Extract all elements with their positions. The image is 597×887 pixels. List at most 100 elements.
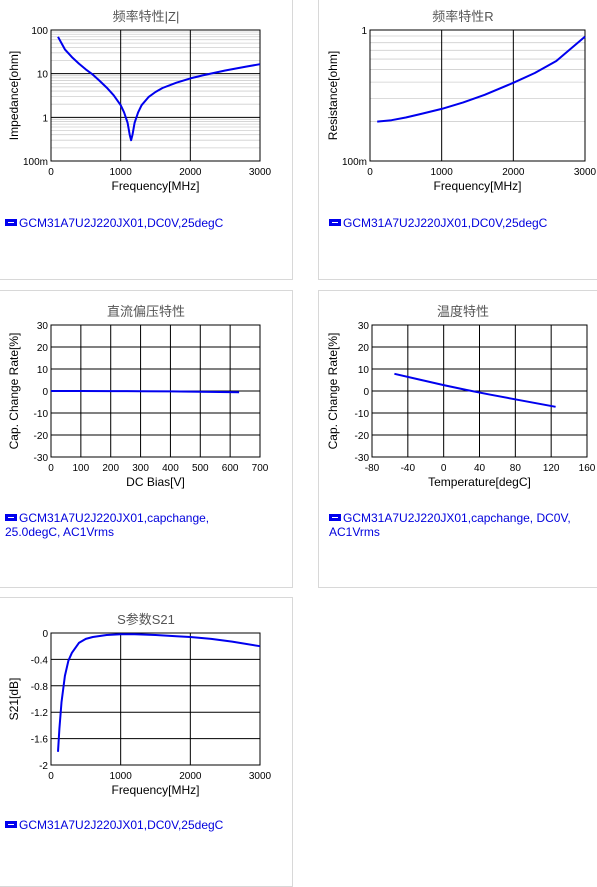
y-axis-label: S21[dB] bbox=[7, 678, 21, 721]
s21-panel: S参数S21 0 1000 2000 3000 -2 -1.6 -1.2 -0.8 -0.4 0 F… bbox=[0, 597, 293, 887]
chart-title: S参数S21 bbox=[117, 612, 175, 627]
legend-label: GCM31A7U2J220JX01,capchange, DC0V, AC1Vr… bbox=[329, 511, 571, 539]
dc-bias-panel: 直流偏压特性 0 100 200 300 400 500 600 700 -30 -20 -10 0 1… bbox=[0, 290, 293, 588]
x-tick-label: 200 bbox=[102, 463, 119, 474]
temperature-chart: -80 -40 0 40 80 120 160 -30 -20 -10 0 10 20 30 Tempera… bbox=[326, 321, 596, 489]
y-axis-label: Cap. Change Rate[%] bbox=[326, 333, 340, 450]
x-tick-label: 0 bbox=[441, 463, 447, 474]
plot-area bbox=[370, 30, 585, 161]
series-line bbox=[57, 633, 261, 752]
series-line bbox=[377, 35, 586, 123]
y-axis-label: Resistance[ohm] bbox=[326, 51, 340, 140]
legend[interactable]: GCM31A7U2J220JX01,DC0V,25degC bbox=[5, 818, 223, 832]
y-tick-label: 30 bbox=[37, 321, 49, 332]
x-axis-label: Temperature[degC] bbox=[428, 475, 531, 489]
impedance-chart: 0 1000 2000 3000 100m 1 10 100 Frequency[MHz] Imp… bbox=[7, 26, 272, 193]
chart-title: 频率特性|Z| bbox=[112, 9, 180, 24]
plot-border bbox=[50, 632, 261, 766]
legend[interactable]: GCM31A7U2J220JX01,capchange, 25.0degC, A… bbox=[5, 511, 255, 539]
x-tick-label: 300 bbox=[132, 463, 149, 474]
temperature-panel: 温度特性 -80 -40 0 40 80 120 160 -30 -20 -10 0 10 20 30 Te… bbox=[318, 290, 597, 588]
legend-swatch-icon bbox=[5, 821, 17, 829]
y-tick-label: 20 bbox=[358, 343, 370, 354]
legend-label: GCM31A7U2J220JX01,DC0V,25degC bbox=[343, 216, 548, 230]
y-tick-label: -20 bbox=[34, 431, 49, 442]
plot-border bbox=[371, 324, 588, 458]
legend[interactable]: GCM31A7U2J220JX01,capchange, DC0V, AC1Vr… bbox=[329, 511, 597, 539]
x-tick-label: 0 bbox=[48, 463, 54, 474]
chart-title: 温度特性 bbox=[436, 304, 489, 319]
x-tick-label: 1000 bbox=[431, 167, 454, 178]
legend[interactable]: GCM31A7U2J220JX01,DC0V,25degC bbox=[329, 216, 547, 230]
y-tick-label: 1 bbox=[361, 26, 367, 37]
y-tick-label: 10 bbox=[37, 365, 49, 376]
series-line bbox=[51, 390, 240, 394]
x-axis-label: DC Bias[V] bbox=[126, 475, 185, 489]
x-tick-label: 700 bbox=[252, 463, 269, 474]
plot-border bbox=[50, 29, 261, 162]
x-axis-label: Frequency[MHz] bbox=[111, 179, 199, 193]
x-tick-label: 2000 bbox=[179, 771, 202, 782]
x-tick-label: 40 bbox=[474, 463, 486, 474]
y-tick-label: 0 bbox=[42, 387, 48, 398]
y-axis-label: Cap. Change Rate[%] bbox=[7, 333, 21, 450]
legend-label: GCM31A7U2J220JX01,DC0V,25degC bbox=[19, 818, 224, 832]
y-tick-label: -30 bbox=[355, 453, 370, 464]
legend[interactable]: GCM31A7U2J220JX01,DC0V,25degC bbox=[5, 216, 223, 230]
x-axis-label: Frequency[MHz] bbox=[111, 783, 199, 797]
legend-swatch-icon bbox=[329, 219, 341, 227]
y-tick-label: 30 bbox=[358, 321, 370, 332]
series-line bbox=[57, 36, 261, 142]
x-tick-label: 3000 bbox=[574, 167, 597, 178]
y-tick-label: 10 bbox=[358, 365, 370, 376]
x-tick-label: 400 bbox=[162, 463, 179, 474]
y-tick-label: -30 bbox=[34, 453, 49, 464]
chart-title: 频率特性R bbox=[432, 9, 494, 24]
legend-label: GCM31A7U2J220JX01,DC0V,25degC bbox=[19, 216, 224, 230]
impedance-panel: 频率特性|Z| 0 1000 2000 3000 100m 1 10 100 Frequency… bbox=[0, 0, 293, 280]
y-tick-label: 0 bbox=[363, 387, 369, 398]
x-tick-label: 1000 bbox=[110, 771, 133, 782]
y-tick-label: 10 bbox=[37, 70, 49, 81]
legend-swatch-icon bbox=[5, 514, 17, 522]
y-tick-label: -10 bbox=[355, 409, 370, 420]
y-tick-label: 100 bbox=[31, 26, 48, 37]
x-tick-label: 3000 bbox=[249, 771, 272, 782]
x-tick-label: 120 bbox=[543, 463, 560, 474]
y-axis-label: Impedance[ohm] bbox=[7, 51, 21, 140]
x-tick-label: 80 bbox=[510, 463, 522, 474]
series-line bbox=[394, 372, 556, 408]
legend-swatch-icon bbox=[329, 514, 341, 522]
y-tick-label: -1.2 bbox=[31, 708, 49, 719]
resistance-panel: 频率特性R 0 1000 2000 3000 100m 1 Frequency[MHz] Re… bbox=[318, 0, 597, 280]
resistance-chart: 0 1000 2000 3000 100m 1 Frequency[MHz] Resistan… bbox=[326, 26, 597, 193]
x-axis-label: Frequency[MHz] bbox=[433, 179, 521, 193]
y-tick-label: 100m bbox=[23, 157, 48, 168]
y-tick-label: 20 bbox=[37, 343, 49, 354]
y-tick-label: 1 bbox=[42, 113, 48, 124]
x-tick-label: 1000 bbox=[110, 167, 133, 178]
plot-area bbox=[51, 633, 260, 765]
x-tick-label: 0 bbox=[48, 167, 54, 178]
x-tick-label: 0 bbox=[48, 771, 54, 782]
y-tick-label: -20 bbox=[355, 431, 370, 442]
x-tick-label: 100 bbox=[73, 463, 90, 474]
legend-label: GCM31A7U2J220JX01,capchange, 25.0degC, A… bbox=[5, 511, 210, 539]
legend-swatch-icon bbox=[5, 219, 17, 227]
x-tick-label: 0 bbox=[367, 167, 373, 178]
x-tick-label: 2000 bbox=[502, 167, 525, 178]
x-tick-label: 3000 bbox=[249, 167, 272, 178]
y-tick-label: 100m bbox=[342, 157, 367, 168]
y-tick-label: -10 bbox=[34, 409, 49, 420]
y-tick-label: -2 bbox=[39, 761, 48, 772]
x-tick-label: 600 bbox=[222, 463, 239, 474]
y-tick-label: 0 bbox=[42, 629, 48, 640]
y-tick-label: -0.4 bbox=[31, 655, 49, 666]
x-tick-label: 2000 bbox=[179, 167, 202, 178]
y-tick-label: -0.8 bbox=[31, 682, 49, 693]
plot-border bbox=[369, 29, 586, 162]
chart-title: 直流偏压特性 bbox=[106, 304, 185, 319]
x-tick-label: -80 bbox=[365, 463, 380, 474]
plot-area bbox=[51, 30, 260, 161]
x-tick-label: 500 bbox=[192, 463, 209, 474]
